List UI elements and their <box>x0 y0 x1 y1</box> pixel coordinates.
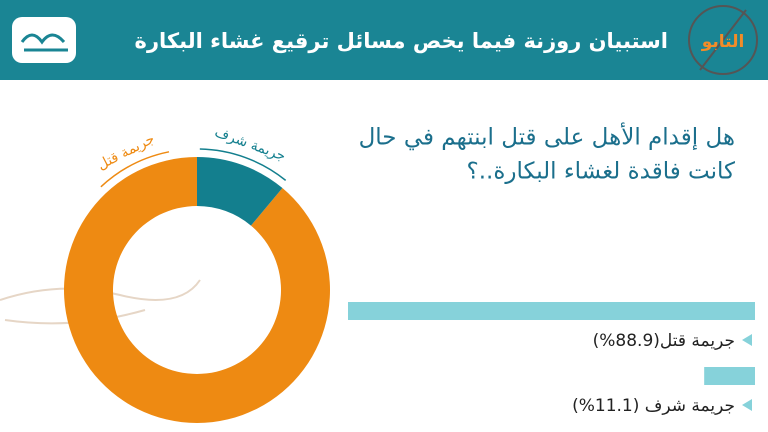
donut-slice <box>197 157 283 226</box>
brand-circle <box>688 5 758 75</box>
donut-slice <box>64 157 331 423</box>
header-title: استبيان روزنة فيما يخص مسائل ترقيع غشاء … <box>135 29 668 53</box>
legend-marker <box>742 399 752 411</box>
header-bar <box>0 0 768 80</box>
legend-label: جريمة قتل(88.9%) <box>593 331 735 351</box>
brand-text: التابو <box>701 32 745 52</box>
question-line: كانت فاقدة لغشاء البكارة..؟ <box>467 159 736 185</box>
legend-label: جريمة شرف (11.1%) <box>572 396 735 416</box>
value-bar <box>704 367 755 385</box>
value-bar <box>348 302 755 320</box>
legend-marker <box>742 334 752 346</box>
question-line: هل إقدام الأهل على قتل ابنتهم في حال <box>359 123 735 151</box>
brand-slash <box>699 9 747 71</box>
label-arc <box>199 148 287 181</box>
left-logo-mark <box>20 33 68 52</box>
label-arc <box>100 151 170 188</box>
